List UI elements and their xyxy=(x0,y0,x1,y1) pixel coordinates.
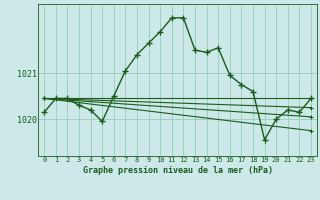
X-axis label: Graphe pression niveau de la mer (hPa): Graphe pression niveau de la mer (hPa) xyxy=(83,166,273,175)
